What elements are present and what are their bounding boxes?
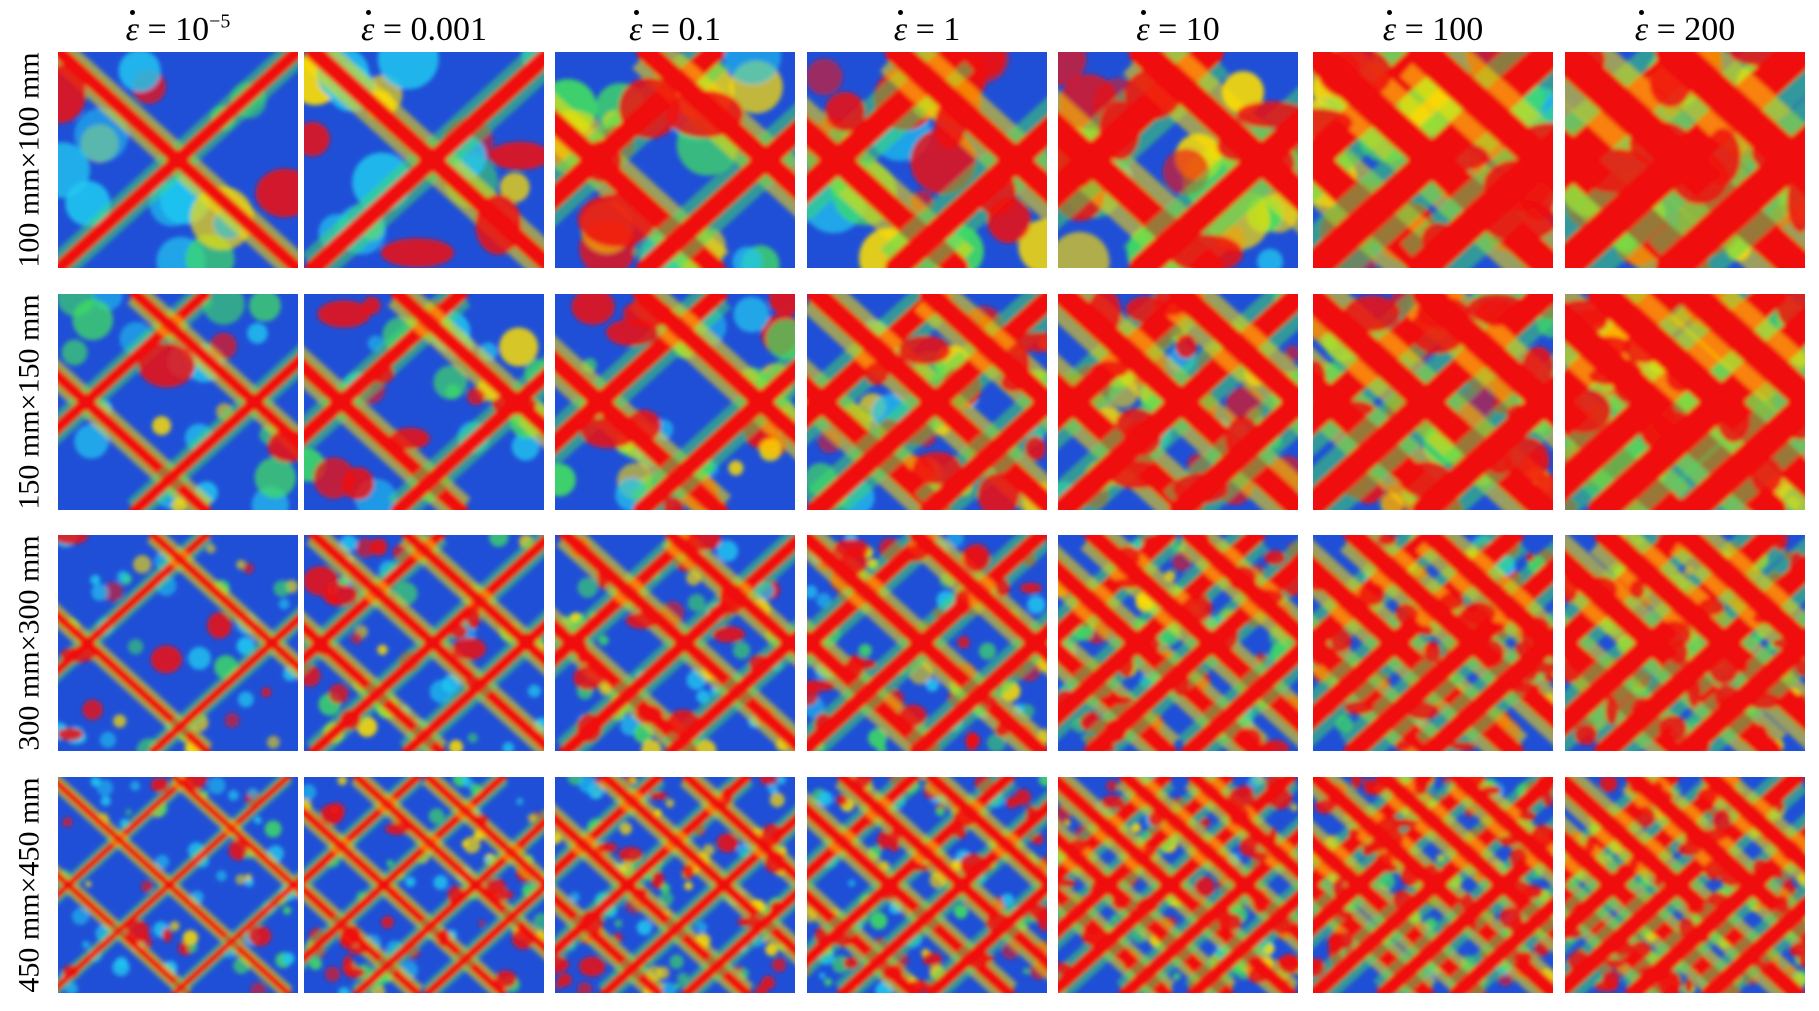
damage-contour-map xyxy=(1565,777,1805,993)
damage-contour-map xyxy=(555,52,795,268)
damage-contour-map xyxy=(58,777,298,993)
contour-panel-r2-c5 xyxy=(1313,535,1553,751)
damage-contour-map xyxy=(1058,52,1298,268)
contour-panel-r1-c5 xyxy=(1313,294,1553,510)
strain-rate-symbol: ε xyxy=(629,4,642,56)
contour-panel-r0-c0 xyxy=(58,52,298,268)
strain-rate-symbol: ε xyxy=(894,4,907,56)
damage-contour-map xyxy=(304,535,544,751)
contour-panel-r2-c3 xyxy=(807,535,1047,751)
contour-panel-r3-c6 xyxy=(1565,777,1805,993)
column-header-strain-rate-1: ε = 0.001 xyxy=(304,4,544,56)
contour-panel-r3-c2 xyxy=(555,777,795,993)
contour-panel-r0-c4 xyxy=(1058,52,1298,268)
strain-rate-symbol: ε xyxy=(361,4,374,56)
damage-contour-map xyxy=(555,777,795,993)
damage-contour-map xyxy=(58,535,298,751)
damage-contour-map xyxy=(555,535,795,751)
damage-contour-map xyxy=(1313,52,1553,268)
contour-panel-r3-c0 xyxy=(58,777,298,993)
column-header-strain-rate-4: ε = 10 xyxy=(1058,4,1298,56)
contour-panel-r1-c6 xyxy=(1565,294,1805,510)
contour-panel-r2-c1 xyxy=(304,535,544,751)
strain-rate-value: 10 xyxy=(1185,11,1220,48)
strain-rate-value: 0.001 xyxy=(410,11,488,48)
column-header-strain-rate-3: ε = 1 xyxy=(807,4,1047,56)
contour-panel-r0-c1 xyxy=(304,52,544,268)
row-label-specimen-size-2: 300 mm×300 mm xyxy=(0,535,60,751)
column-header-strain-rate-2: ε = 0.1 xyxy=(555,4,795,56)
equals-sign: = xyxy=(374,11,411,48)
equals-sign: = xyxy=(1396,11,1433,48)
specimen-size-label: 150 mm×150 mm xyxy=(13,294,47,510)
damage-contour-map xyxy=(1565,52,1805,268)
equals-sign: = xyxy=(907,11,944,48)
equals-sign: = xyxy=(1149,11,1186,48)
damage-contour-map xyxy=(555,294,795,510)
contour-panel-r1-c3 xyxy=(807,294,1047,510)
equals-sign: = xyxy=(138,11,176,48)
row-label-specimen-size-1: 150 mm×150 mm xyxy=(0,294,60,510)
strain-rate-value: 1 xyxy=(943,11,961,48)
specimen-size-label: 450 mm×450 mm xyxy=(13,777,47,993)
damage-contour-map xyxy=(1565,535,1805,751)
strain-rate-value: 0.1 xyxy=(678,11,722,48)
contour-panel-r3-c5 xyxy=(1313,777,1553,993)
damage-contour-map xyxy=(304,294,544,510)
damage-contour-map xyxy=(807,535,1047,751)
strain-rate-symbol: ε xyxy=(1136,4,1150,56)
equals-sign: = xyxy=(642,11,679,48)
contour-panel-r2-c2 xyxy=(555,535,795,751)
contour-panel-r1-c1 xyxy=(304,294,544,510)
damage-contour-map xyxy=(1058,294,1298,510)
contour-panel-r2-c0 xyxy=(58,535,298,751)
specimen-size-label: 100 mm×100 mm xyxy=(13,52,47,268)
damage-contour-map xyxy=(1058,535,1298,751)
contour-panel-r2-c6 xyxy=(1565,535,1805,751)
damage-contour-map xyxy=(1058,777,1298,993)
equals-sign: = xyxy=(1648,11,1685,48)
contour-panel-r0-c3 xyxy=(807,52,1047,268)
damage-contour-map xyxy=(1313,777,1553,993)
damage-contour-map xyxy=(1313,535,1553,751)
damage-contour-map xyxy=(1565,294,1805,510)
damage-contour-map xyxy=(58,52,298,268)
contour-panel-r0-c2 xyxy=(555,52,795,268)
damage-contour-map xyxy=(807,52,1047,268)
strain-rate-symbol: ε xyxy=(1383,4,1396,56)
strain-rate-value: 100 xyxy=(1432,11,1484,48)
strain-rate-exponent: −5 xyxy=(209,10,231,33)
strain-rate-value: 10 xyxy=(175,11,210,48)
damage-contour-map xyxy=(807,777,1047,993)
contour-panel-r1-c4 xyxy=(1058,294,1298,510)
contour-panel-r0-c5 xyxy=(1313,52,1553,268)
row-label-specimen-size-3: 450 mm×450 mm xyxy=(0,777,60,993)
column-header-strain-rate-5: ε = 100 xyxy=(1313,4,1553,56)
contour-panel-r1-c0 xyxy=(58,294,298,510)
contour-panel-r3-c3 xyxy=(807,777,1047,993)
damage-contour-map xyxy=(1313,294,1553,510)
contour-panel-r1-c2 xyxy=(555,294,795,510)
damage-contour-map xyxy=(304,777,544,993)
row-label-specimen-size-0: 100 mm×100 mm xyxy=(0,52,60,268)
contour-panel-r0-c6 xyxy=(1565,52,1805,268)
contour-panel-r3-c1 xyxy=(304,777,544,993)
strain-rate-value: 200 xyxy=(1684,11,1736,48)
strain-rate-symbol: ε xyxy=(126,4,139,56)
strain-rate-symbol: ε xyxy=(1635,4,1648,56)
damage-contour-map xyxy=(807,294,1047,510)
damage-contour-map xyxy=(304,52,544,268)
contour-panel-r3-c4 xyxy=(1058,777,1298,993)
column-header-strain-rate-0: ε = 10−5 xyxy=(58,4,298,56)
contour-panel-r2-c4 xyxy=(1058,535,1298,751)
column-header-strain-rate-6: ε = 200 xyxy=(1565,4,1805,56)
damage-contour-map xyxy=(58,294,298,510)
specimen-size-label: 300 mm×300 mm xyxy=(13,535,47,751)
